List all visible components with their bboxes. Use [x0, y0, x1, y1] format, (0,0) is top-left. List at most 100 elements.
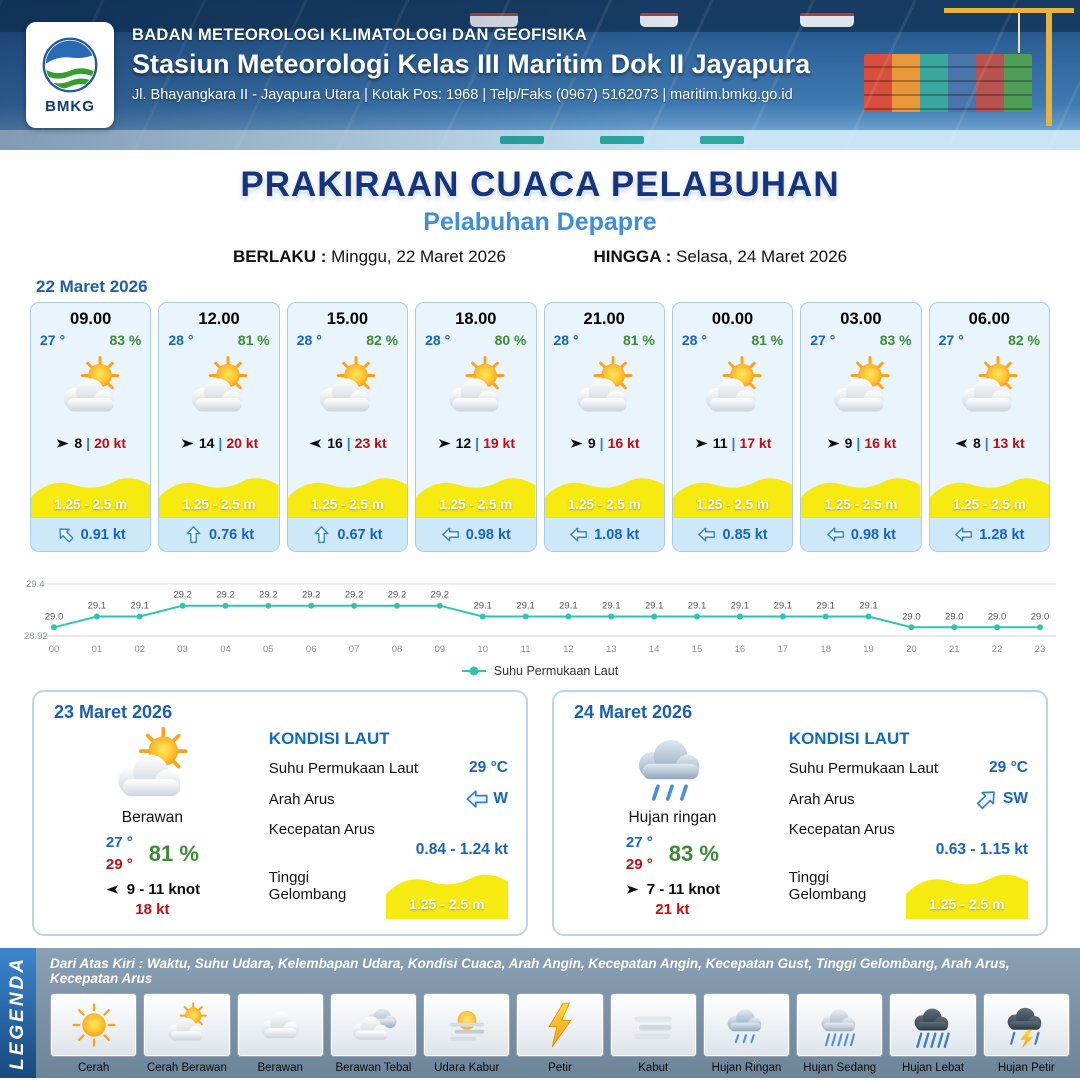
- legend-item: Hujan Sedang: [796, 993, 884, 1074]
- wind-speed: 8: [74, 435, 83, 451]
- forecast-time: 06.00: [968, 310, 1010, 328]
- svg-text:29.1: 29.1: [516, 601, 535, 612]
- current-speed-label: Kecepatan Arus: [268, 821, 375, 838]
- humidity: 81 %: [148, 840, 199, 866]
- svg-text:29.0: 29.0: [45, 611, 64, 622]
- humidity: 83 %: [109, 332, 142, 348]
- wind-row: 8 | 13 kt: [930, 430, 1049, 456]
- air-temperature: 28 °: [553, 332, 579, 348]
- current-speed: 1.28 kt: [979, 526, 1025, 543]
- wave-height: 1.25 - 2.5 m: [311, 497, 384, 512]
- header-shade: [0, 0, 1080, 150]
- weather-icon: [31, 348, 150, 430]
- wave-shape: [287, 478, 408, 517]
- svg-text:29.0: 29.0: [1031, 611, 1050, 622]
- legend-item-label: Udara Kabur: [434, 1062, 500, 1074]
- wind-row: 16 | 23 kt: [288, 430, 407, 456]
- temp-min: 27 °: [105, 834, 133, 851]
- temp-max: 29 °: [105, 855, 133, 873]
- air-temperature: 27 °: [40, 332, 66, 348]
- gust-speed: 21 kt: [655, 900, 690, 918]
- chart-legend-marker: [461, 666, 486, 676]
- wind-speed: 8: [972, 435, 981, 451]
- crane-illustration: [944, 8, 1074, 13]
- svg-text:29.1: 29.1: [774, 601, 793, 612]
- svg-text:09: 09: [435, 644, 446, 655]
- daily-forecast-card: 23 Maret 2026 Berawan 27 ° 29 ° 81 % 9 -…: [32, 690, 528, 936]
- validity-period: BERLAKU : Minggu, 22 Maret 2026 HINGGA :…: [0, 247, 1080, 267]
- legend-title-strip: LEGENDA: [0, 948, 36, 1078]
- wind-separator: |: [86, 435, 91, 451]
- svg-text:29.2: 29.2: [216, 590, 235, 601]
- legend-item: Cerah: [50, 993, 138, 1074]
- legend-weather-icon: [236, 993, 324, 1057]
- current-direction-icon: [52, 521, 79, 548]
- wind-direction-icon: [954, 436, 969, 451]
- wind-speed: 9: [844, 435, 853, 451]
- svg-text:20: 20: [906, 644, 917, 655]
- legend-weather-icon: [516, 993, 604, 1057]
- wave-height-label: Tinggi Gelombang: [268, 869, 347, 903]
- hingga-label: HINGGA :: [593, 247, 672, 266]
- svg-text:02: 02: [134, 644, 145, 655]
- current-direction-icon: [970, 782, 1004, 816]
- humidity: 83 %: [879, 332, 912, 348]
- wind-separator: |: [731, 435, 736, 451]
- svg-text:29.1: 29.1: [88, 601, 107, 612]
- weather-icon: [288, 348, 407, 430]
- ship-icon: [470, 13, 518, 27]
- current-speed-value: 0.63 - 1.15 kt: [935, 841, 1028, 858]
- current-row: 0.91 kt: [31, 517, 151, 551]
- bmkg-logo-box: BMKG: [26, 22, 114, 128]
- wind-separator: |: [856, 435, 861, 451]
- current-speed-label: Kecepatan Arus: [788, 821, 895, 838]
- legend-item-label: Hujan Lebat: [902, 1062, 965, 1074]
- wave-height: 1.25 - 2.5 m: [182, 497, 256, 512]
- bench-icon: [600, 136, 644, 144]
- current-speed: 0.67 kt: [337, 526, 383, 543]
- legend-item-label: Petir: [548, 1062, 572, 1074]
- weather-icon: [801, 348, 920, 430]
- temp-humidity-row: 28 ° 81 %: [159, 329, 278, 348]
- wind-direction-icon: [694, 436, 709, 451]
- legend-item: Berawan: [236, 993, 324, 1074]
- sst-value: 29 °C: [469, 759, 508, 776]
- hourly-forecast-row: 09.00 27 ° 83 % 8 | 20 kt 1.25 - 2.5 m 0…: [0, 302, 1080, 552]
- weather-icon: [627, 723, 717, 813]
- svg-text:07: 07: [349, 644, 360, 655]
- temp-humidity-row: 27 ° 82 %: [930, 329, 1049, 348]
- wind-row: 9 | 16 kt: [801, 430, 920, 456]
- legend-item: Udara Kabur: [423, 993, 511, 1074]
- current-direction-value: SW: [1003, 790, 1028, 807]
- hingga-value: Selasa, 24 Maret 2026: [675, 247, 848, 266]
- legend-weather-icon: [50, 993, 138, 1057]
- wave-height: 1.25 - 2.5 m: [54, 497, 128, 512]
- forecast-time: 03.00: [840, 310, 882, 328]
- wave-shape: [416, 478, 536, 517]
- weather-condition: Berawan: [121, 809, 183, 826]
- svg-text:11: 11: [521, 644, 531, 655]
- legend-items-row: Cerah Cerah Berawan Berawan Berawan Teba…: [44, 993, 1080, 1074]
- legend-weather-icon: [889, 993, 977, 1057]
- svg-text:29.1: 29.1: [559, 601, 578, 612]
- temp-humidity-row: 28 ° 81 %: [545, 329, 664, 348]
- svg-text:13: 13: [606, 644, 617, 655]
- svg-text:22: 22: [992, 644, 1003, 655]
- current-direction-icon: [697, 525, 716, 544]
- legend-weather-icon: [423, 993, 511, 1057]
- wave-height-band: 1.25 - 2.5 m: [159, 471, 279, 517]
- svg-text:29.1: 29.1: [602, 601, 621, 612]
- gust-speed: 19 kt: [483, 435, 516, 451]
- svg-text:29.2: 29.2: [388, 590, 407, 601]
- legend-item-label: Kabut: [638, 1062, 669, 1074]
- wind-row: 12 | 19 kt: [416, 430, 535, 456]
- wave-height: 1.25 - 2.5 m: [929, 896, 1005, 912]
- forecast-time: 15.00: [326, 310, 369, 328]
- gust-speed: 18 kt: [135, 900, 170, 918]
- humidity: 82 %: [1008, 332, 1040, 348]
- air-temperature: 28 °: [168, 332, 194, 348]
- chart-legend-label: Suhu Permukaan Laut: [493, 664, 619, 678]
- svg-text:28.92: 28.92: [24, 631, 48, 642]
- current-direction-icon: [465, 787, 489, 811]
- svg-text:29.0: 29.0: [945, 611, 964, 622]
